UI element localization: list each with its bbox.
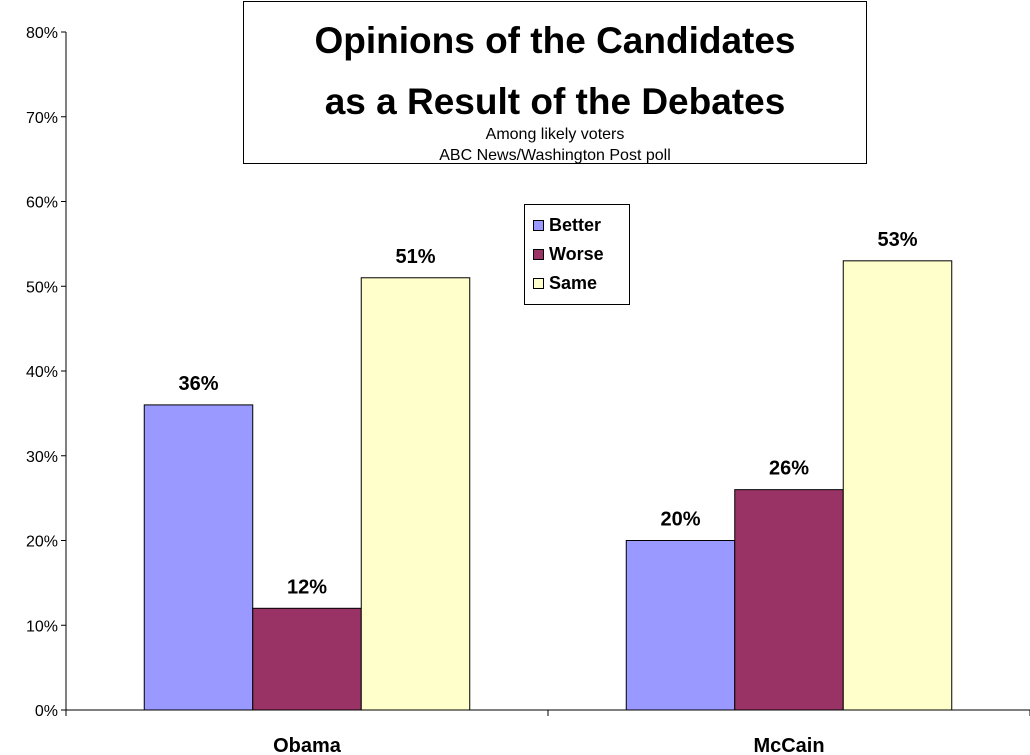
y-tick-label: 70% <box>26 110 58 127</box>
bar-same-mccain <box>842 260 953 711</box>
data-label: 53% <box>877 229 917 251</box>
legend-label-worse: Worse <box>549 244 604 264</box>
y-tick-label: 40% <box>26 364 58 381</box>
bar-better-obama <box>143 404 254 711</box>
data-label: 26% <box>769 458 809 480</box>
chart-subtitle-line-1: Among likely voters <box>485 126 625 143</box>
chart-title-line-2: as a Result of the Debates <box>324 81 786 122</box>
legend-swatch-same <box>533 278 544 289</box>
bar-better-mccain <box>625 540 736 711</box>
y-tick-label: 0% <box>35 703 58 720</box>
legend-label-same: Same <box>549 273 598 293</box>
chart-title-box: Opinions of the Candidates as a Result o… <box>243 1 867 164</box>
data-label: 20% <box>660 509 700 531</box>
data-label: 12% <box>287 576 327 598</box>
y-tick-label: 80% <box>26 25 58 42</box>
y-tick-label: 10% <box>26 618 58 635</box>
chart-legend: Better Worse Same <box>524 204 630 305</box>
data-label: 36% <box>178 373 218 395</box>
bar-same-obama <box>360 277 471 711</box>
chart-title-line-1: Opinions of the Candidates <box>314 20 796 61</box>
x-category-label: McCain <box>753 735 824 755</box>
chart-subtitle-line-2: ABC News/Washington Post poll <box>439 147 671 164</box>
x-category-label: Obama <box>273 735 342 755</box>
legend-item-worse: Worse <box>525 240 629 269</box>
y-tick-label: 50% <box>26 279 58 296</box>
legend-item-same: Same <box>525 269 629 298</box>
bar-worse-mccain <box>734 489 844 711</box>
y-tick-label: 20% <box>26 534 58 551</box>
data-label: 51% <box>395 246 435 268</box>
legend-item-better: Better <box>525 211 629 240</box>
y-tick-label: 30% <box>26 449 58 466</box>
bar-worse-obama <box>252 607 362 711</box>
y-tick-label: 60% <box>26 195 58 212</box>
legend-swatch-better <box>533 220 544 231</box>
legend-label-better: Better <box>549 215 602 235</box>
legend-swatch-worse <box>533 249 544 260</box>
